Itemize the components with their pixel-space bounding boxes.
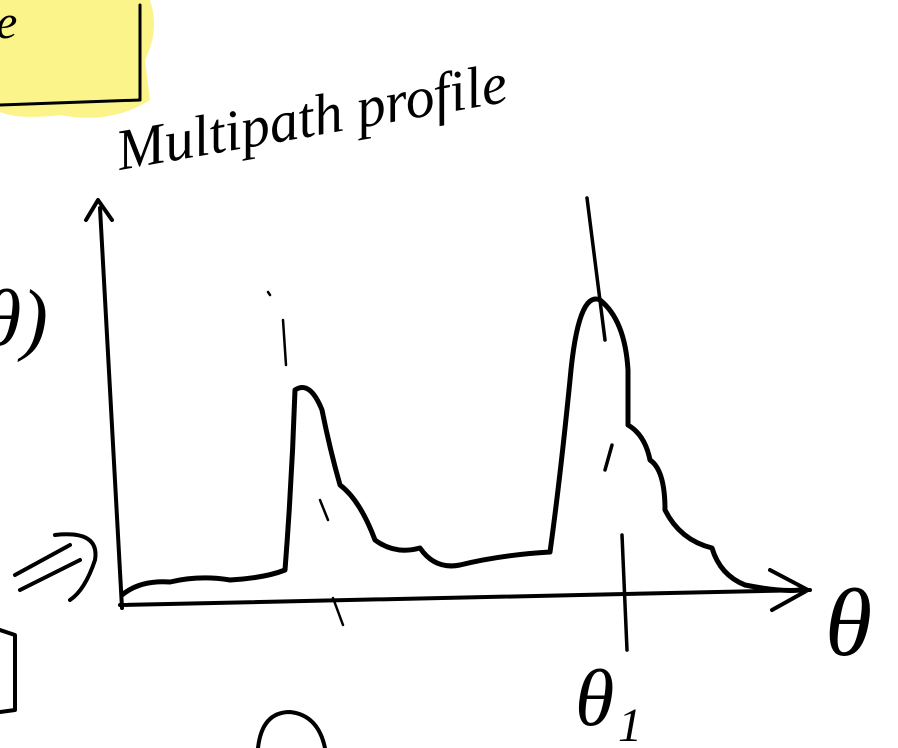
- peak-2-guide: [587, 198, 627, 650]
- left-arrow: [15, 534, 96, 600]
- peak-label: θ₁: [575, 655, 642, 743]
- title: Multipath profile: [110, 50, 512, 183]
- left-fragment: θ): [0, 275, 48, 363]
- y-axis: [86, 200, 122, 608]
- profile-curve: [122, 299, 800, 595]
- sketch: e θ) Multipath profile θ θ₁: [0, 0, 898, 748]
- x-axis: [120, 570, 810, 610]
- note-fragment: e: [0, 0, 17, 49]
- left-box: [0, 630, 15, 712]
- bottom-fragment: [258, 712, 325, 748]
- x-axis-label: θ: [825, 569, 872, 676]
- page: e θ) Multipath profile θ θ₁ (() => { con…: [0, 0, 898, 748]
